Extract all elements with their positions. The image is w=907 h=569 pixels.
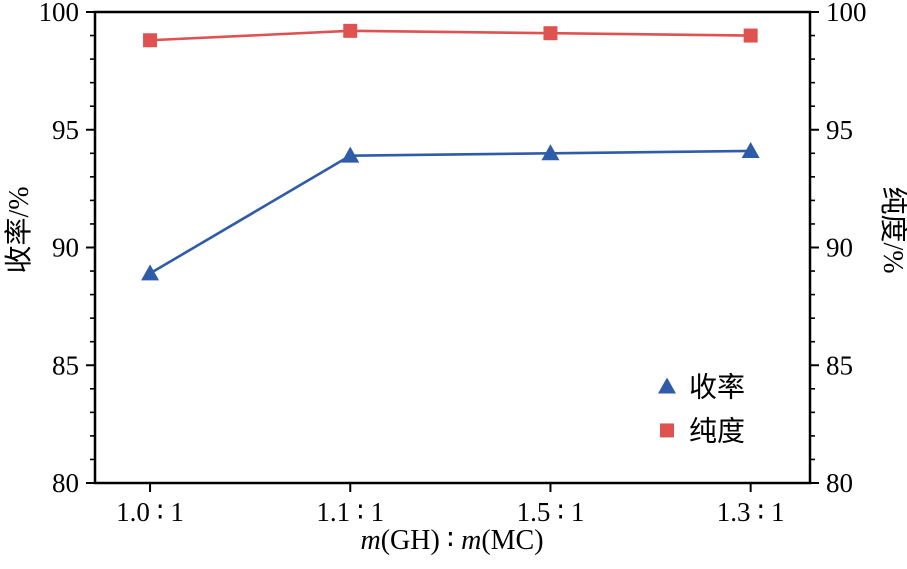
plot-border bbox=[93, 10, 812, 485]
purity-marker bbox=[143, 33, 158, 48]
x-tick-label: 1.1 ∶ 1 bbox=[316, 497, 384, 527]
yield-legend-label: 收率 bbox=[689, 371, 745, 403]
x-axis-title: m(GH) ∶ m(MC) bbox=[360, 525, 543, 556]
y-tick-label-right: 90 bbox=[826, 233, 853, 263]
y-axis-title-right: 纯度/% bbox=[877, 186, 907, 273]
y-tick-label-right: 85 bbox=[826, 350, 853, 380]
purity-marker bbox=[743, 28, 758, 43]
y-tick-label-left: 95 bbox=[52, 115, 79, 145]
plot-area: 80 80 85 85 90 90 95 95 100 100 1.0 ∶ 1 1.1 ∶ 1 1.5 … bbox=[39, 0, 867, 527]
y-tick-label-right: 95 bbox=[826, 115, 853, 145]
x-axis-title-part: (MC) bbox=[481, 525, 543, 556]
purity-legend-marker bbox=[660, 423, 674, 438]
y-tick-label-left: 100 bbox=[39, 0, 80, 27]
yield-marker bbox=[141, 264, 160, 281]
y-axis-title-left: 收率/% bbox=[3, 186, 35, 273]
x-tick-label: 1.0 ∶ 1 bbox=[116, 497, 184, 527]
x-axis-title-part: m bbox=[461, 525, 481, 556]
yield-line bbox=[149, 149, 751, 275]
y-tick-label-right: 80 bbox=[826, 468, 853, 498]
purity-marker bbox=[343, 23, 358, 38]
yield-marker bbox=[541, 144, 560, 161]
y-tick-label-right: 100 bbox=[826, 0, 867, 27]
y-tick-label-left: 90 bbox=[52, 233, 79, 263]
x-axis-title-part: m bbox=[360, 525, 380, 556]
purity-marker bbox=[543, 26, 558, 41]
yield-marker bbox=[341, 146, 360, 163]
x-tick-label: 1.5 ∶ 1 bbox=[517, 497, 585, 527]
x-tick-label: 1.3 ∶ 1 bbox=[717, 497, 785, 527]
y-tick-label-left: 85 bbox=[52, 350, 79, 380]
yield-marker bbox=[741, 141, 760, 158]
x-axis-title-part: (GH) ∶ bbox=[381, 525, 461, 556]
y-tick-label-left: 80 bbox=[52, 468, 79, 498]
purity-line bbox=[149, 29, 751, 42]
yield-legend-marker bbox=[658, 377, 676, 394]
purity-legend-label: 纯度 bbox=[689, 415, 745, 447]
